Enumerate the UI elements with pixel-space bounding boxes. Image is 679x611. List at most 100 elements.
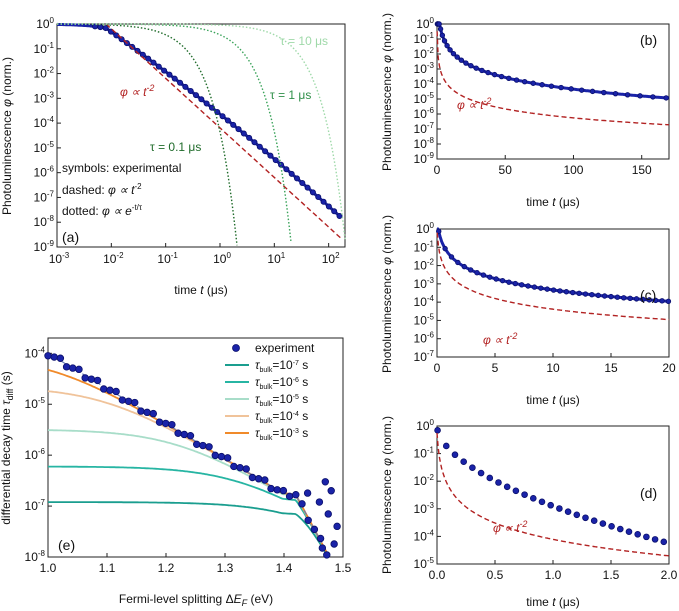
- data-point: [331, 208, 338, 215]
- data-point: [576, 290, 582, 296]
- data-point: [316, 534, 325, 543]
- plot-frame: [47, 337, 344, 558]
- data-point: [118, 396, 127, 404]
- y-tick-label: 10-2: [414, 46, 435, 61]
- y-tick-label: 10-4: [414, 294, 435, 309]
- x-tick-label: 1.0: [545, 568, 562, 582]
- exp-decay-curve: [57, 23, 346, 240]
- data-point: [624, 92, 631, 98]
- data-point: [315, 194, 322, 201]
- y-tick-label: 10-4: [414, 528, 435, 543]
- y-axis-label-d: Photoluminescence φ (norm.): [380, 416, 394, 574]
- data-point: [150, 59, 157, 66]
- data-point: [155, 418, 164, 426]
- x-tick-label: 20: [662, 361, 676, 375]
- data-point: [242, 465, 250, 473]
- data-point: [50, 353, 58, 361]
- legend-label: τbulk=10-6 s: [255, 375, 308, 391]
- data-point: [217, 452, 226, 461]
- x-tick-label: 0.5: [487, 568, 504, 582]
- data-point: [143, 408, 151, 417]
- x-tick-label: 10: [546, 361, 560, 375]
- x-tick-label: 1.5: [603, 568, 620, 582]
- data-point: [558, 84, 564, 91]
- y-tick-label: 10-6: [414, 106, 435, 121]
- data-point: [582, 291, 589, 297]
- data-point: [251, 139, 258, 146]
- data-point: [608, 523, 615, 530]
- data-point: [62, 363, 71, 371]
- data-point: [303, 489, 312, 497]
- data-point: [499, 277, 506, 284]
- data-point: [56, 354, 65, 362]
- data-point: [512, 280, 518, 287]
- data-point: [616, 525, 624, 533]
- y-tick-label: 100: [36, 16, 54, 31]
- data-point: [568, 86, 574, 92]
- data-point: [480, 272, 487, 278]
- data-point: [547, 501, 554, 509]
- legend-marker-experiment: [232, 344, 240, 352]
- data-point: [199, 441, 207, 450]
- panel-d: 10-5 10-4 10-3 10-2 10-1 100 0.0 0.5 1.0 1.5 2.0 φ …: [414, 418, 678, 582]
- data-point: [180, 430, 188, 439]
- data-point: [485, 69, 491, 76]
- y-tick-label: 10-3: [414, 276, 435, 291]
- x-tick-label: 0: [434, 361, 441, 375]
- data-point: [521, 79, 528, 85]
- data-point: [193, 92, 200, 99]
- data-point: [643, 533, 650, 541]
- data-point: [621, 295, 627, 301]
- data-point: [455, 259, 461, 266]
- data-point: [298, 500, 306, 508]
- power-law-label: φ ∝ t-2: [493, 519, 527, 535]
- data-point: [336, 213, 343, 220]
- y-tick-label: 10-5: [25, 396, 46, 411]
- data-point: [447, 47, 453, 53]
- tau-10-label: τ = 10 μs: [280, 34, 328, 48]
- data-point: [283, 166, 290, 173]
- data-point: [235, 126, 242, 133]
- legend-dashed: dashed: φ ∝ t-2: [62, 182, 142, 197]
- data-point: [441, 38, 448, 44]
- x-axis-label-e: Fermi-level splitting ΔEF (eV): [119, 592, 273, 608]
- data-point: [236, 463, 244, 472]
- x-axis-label-d: time t (μs): [526, 595, 580, 609]
- data-point: [320, 198, 327, 205]
- data-point: [106, 386, 114, 394]
- data-point: [625, 528, 633, 535]
- legend-label: τbulk=10-7 s: [255, 358, 308, 374]
- data-point: [640, 296, 646, 303]
- data-point: [556, 505, 563, 512]
- data-point: [463, 60, 469, 66]
- data-point: [219, 113, 226, 120]
- y-tick-label: 10-4: [25, 345, 46, 360]
- data-point: [87, 375, 96, 383]
- data-point: [589, 88, 596, 95]
- data-point: [659, 298, 665, 304]
- data-point: [439, 32, 446, 39]
- data-point: [637, 93, 643, 99]
- data-point: [168, 420, 176, 429]
- x-tick-label: 2.0: [661, 568, 678, 582]
- data-point: [112, 387, 120, 396]
- y-tick-label: 10-8: [414, 136, 435, 151]
- data-point: [230, 462, 238, 471]
- data-point: [149, 409, 158, 418]
- y-tick-label: 10-2: [414, 258, 435, 273]
- y-axis-label-e: differential decay time τdiff (s): [0, 371, 15, 525]
- data-point: [652, 297, 659, 304]
- data-point: [530, 80, 536, 86]
- y-tick-label: 10-6: [25, 447, 46, 462]
- data-point: [582, 514, 589, 522]
- y-tick-label: 100: [416, 16, 434, 31]
- data-point: [590, 517, 598, 524]
- legend-label: experiment: [255, 341, 315, 355]
- y-tick-label: 10-3: [414, 501, 435, 516]
- y-tick-label: 10-7: [414, 121, 435, 136]
- data-point: [174, 429, 182, 437]
- tau-01-label: τ = 0.1 μs: [150, 140, 201, 154]
- panel-label-c: (c): [640, 287, 656, 303]
- data-point: [321, 478, 329, 486]
- data-point: [479, 67, 485, 74]
